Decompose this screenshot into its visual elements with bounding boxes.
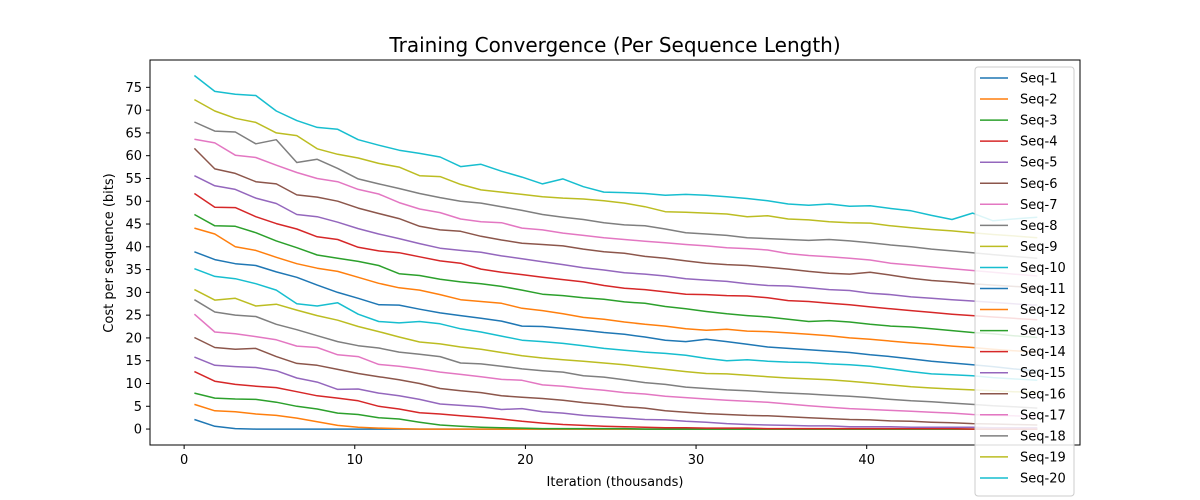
x-tick-label: 10 [346, 453, 363, 468]
legend-label: Seq-16 [1020, 387, 1066, 402]
y-tick-label: 15 [125, 354, 142, 369]
series-line-19 [194, 98, 1038, 239]
y-tick-label: 0 [134, 423, 142, 438]
y-tick-label: 55 [125, 172, 142, 187]
series-line-20 [193, 74, 1038, 222]
legend-label: Seq-2 [1020, 93, 1057, 108]
series-line-12 [194, 227, 1038, 353]
legend-label: Seq-4 [1020, 135, 1057, 150]
x-axis-label: Iteration (thousands) [547, 475, 684, 490]
y-tick-label: 65 [125, 126, 142, 141]
y-tick-label: 10 [125, 377, 142, 392]
legend-label: Seq-3 [1020, 114, 1057, 129]
legend: Seq-1 Seq-2 Seq-3 Seq-4 Seq-5 Seq-6 Seq-7 Seq-8… [974, 66, 1075, 497]
series-line-6 [194, 336, 1038, 426]
y-tick-label: 50 [125, 195, 142, 210]
legend-label: Seq-11 [1020, 282, 1066, 297]
legend-label: Seq-9 [1020, 240, 1057, 255]
y-tick-label: 40 [125, 240, 142, 255]
series-line-10 [194, 267, 1038, 382]
y-tick-label: 20 [125, 331, 142, 346]
series-line-7 [193, 313, 1038, 418]
legend-label: Seq-20 [1020, 471, 1066, 486]
y-tick-label: 45 [125, 218, 142, 233]
x-tick-label: 20 [517, 453, 534, 468]
x-tick-label: 30 [688, 453, 705, 468]
series-line-18 [194, 121, 1038, 259]
legend-label: Seq-10 [1020, 261, 1066, 276]
series-line-16 [193, 147, 1038, 289]
y-tick-label: 25 [125, 309, 142, 324]
legend-label: Seq-1 [1020, 72, 1057, 87]
series-line-14 [193, 192, 1038, 321]
legend-label: Seq-13 [1020, 324, 1066, 339]
plot-area: 0 10 20 30 40 0 5 10 15 20 25 30 35 40 45 50 55 60 65 70 75 [125, 59, 1081, 468]
series-line-8 [194, 299, 1038, 409]
y-tick-label: 35 [125, 263, 142, 278]
legend-label: Seq-19 [1020, 450, 1066, 465]
y-tick-label: 5 [134, 400, 142, 415]
legend-label: Seq-17 [1020, 408, 1066, 423]
y-tick-label: 75 [125, 81, 142, 96]
legend-label: Seq-18 [1020, 429, 1066, 444]
x-tick-label: 40 [858, 453, 875, 468]
series-line-17 [194, 138, 1038, 277]
series-line-9 [194, 288, 1038, 394]
axes-frame [149, 59, 1081, 446]
legend-label: Seq-8 [1020, 219, 1057, 234]
series-line-4 [194, 370, 1038, 430]
legend-label: Seq-6 [1020, 177, 1057, 192]
y-tick-label: 70 [125, 104, 142, 119]
legend-label: Seq-15 [1020, 366, 1066, 381]
series-line-15 [194, 175, 1038, 306]
legend-label: Seq-14 [1020, 345, 1066, 360]
series-line-13 [194, 213, 1038, 339]
legend-box [974, 66, 1075, 497]
series-line-11 [194, 251, 1038, 372]
y-tick-label: 30 [125, 286, 142, 301]
series-line-5 [194, 356, 1038, 429]
legend-label: Seq-7 [1020, 198, 1057, 213]
y-tick-label: 60 [125, 149, 142, 164]
chart-title: Training Convergence (Per Sequence Lengt… [388, 33, 840, 57]
x-tick-label: 0 [180, 453, 188, 468]
legend-label: Seq-12 [1020, 303, 1066, 318]
y-axis-label: Cost per sequence (bits) [102, 173, 117, 332]
legend-label: Seq-5 [1020, 156, 1057, 171]
